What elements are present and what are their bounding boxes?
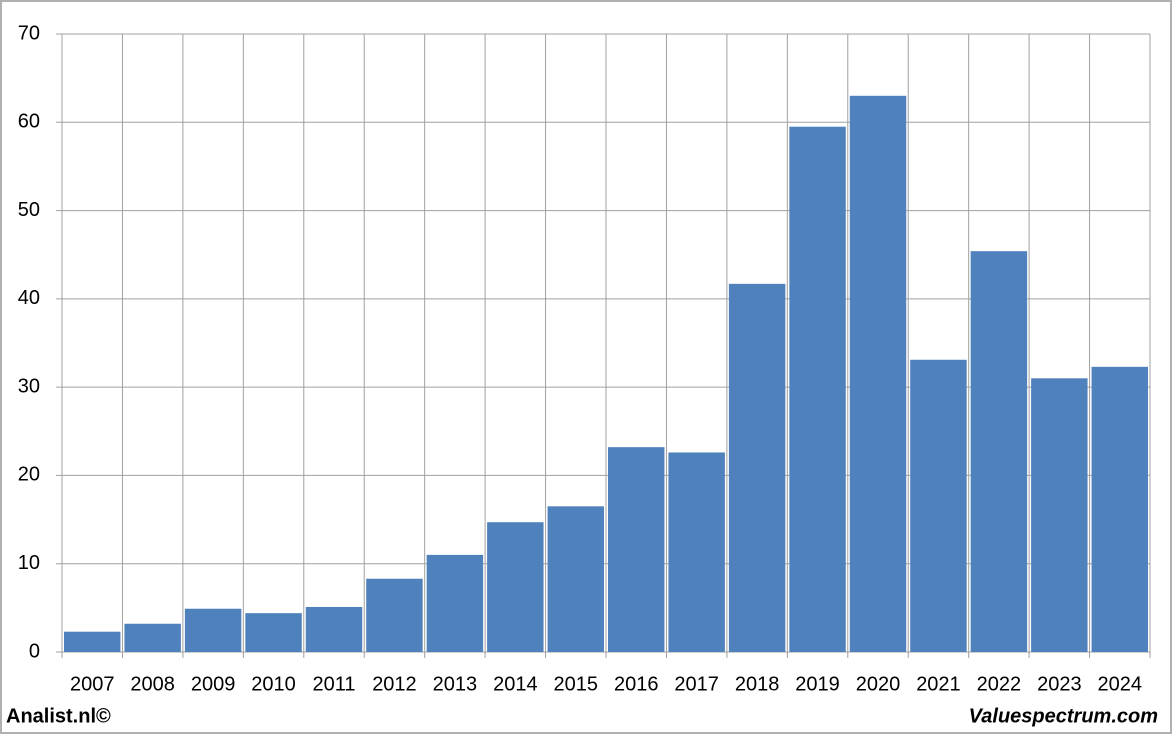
- bar: [849, 95, 907, 653]
- bar: [426, 554, 484, 652]
- bar: [124, 623, 181, 652]
- bar: [64, 631, 121, 652]
- bar: [366, 578, 423, 652]
- x-tick-label: 2012: [372, 673, 417, 695]
- bar: [184, 608, 242, 652]
- x-tick-label: 2016: [614, 673, 659, 695]
- x-tick-label: 2021: [916, 673, 961, 695]
- x-tick-label: 2011: [312, 673, 355, 695]
- bar: [608, 447, 665, 652]
- bar: [547, 506, 604, 652]
- x-tick-label: 2007: [70, 673, 115, 695]
- bar: [728, 283, 786, 652]
- bar: [305, 606, 363, 652]
- x-tick-label: 2014: [493, 673, 538, 695]
- x-tick-label: 2013: [433, 673, 478, 695]
- bar: [1091, 366, 1148, 652]
- y-tick-label: 10: [18, 552, 40, 574]
- bar: [789, 126, 846, 652]
- x-tick-label: 2019: [795, 673, 840, 695]
- bar: [970, 251, 1028, 652]
- bar: [1031, 378, 1088, 652]
- y-tick-label: 70: [18, 22, 40, 44]
- x-tick-label: 2022: [977, 673, 1022, 695]
- bar: [245, 613, 302, 652]
- x-tick-label: 2023: [1037, 673, 1082, 695]
- x-tick-label: 2018: [735, 673, 780, 695]
- y-tick-label: 40: [18, 287, 40, 309]
- y-tick-label: 20: [18, 464, 40, 486]
- x-tick-label: 2010: [251, 673, 296, 695]
- y-tick-label: 50: [18, 199, 40, 221]
- x-tick-label: 2020: [856, 673, 901, 695]
- bar: [487, 522, 544, 652]
- bar: [668, 452, 725, 652]
- x-tick-label: 2015: [554, 673, 599, 695]
- x-tick-label: 2017: [674, 673, 719, 695]
- x-tick-label: 2008: [130, 673, 175, 695]
- bar: [910, 359, 967, 652]
- y-tick-label: 30: [18, 375, 40, 397]
- y-tick-label: 60: [18, 111, 40, 133]
- y-tick-label: 0: [29, 640, 40, 662]
- x-tick-label: 2009: [191, 673, 236, 695]
- source-right: Valuespectrum.com: [969, 705, 1158, 727]
- x-tick-label: 2024: [1098, 673, 1143, 695]
- source-left: Analist.nl©: [6, 705, 111, 727]
